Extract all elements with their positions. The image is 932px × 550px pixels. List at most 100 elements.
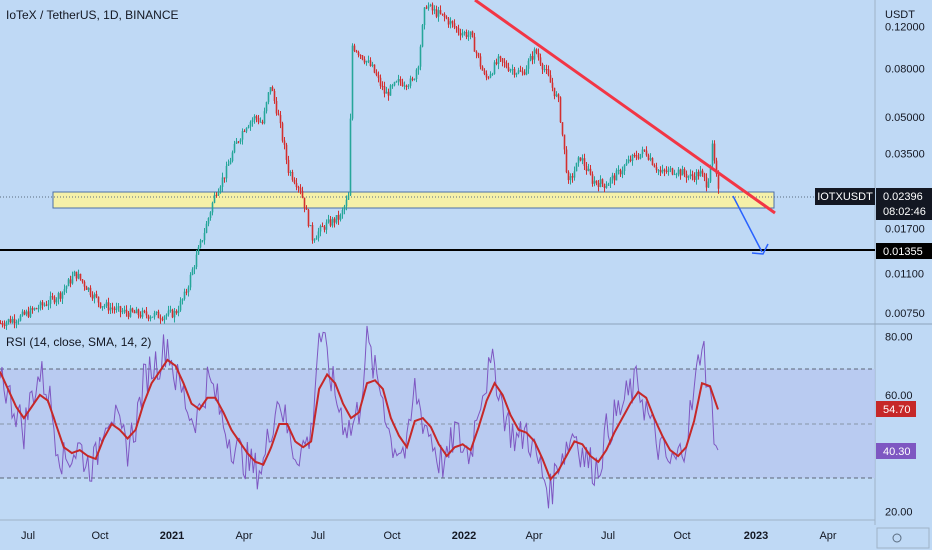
candle-body: [715, 160, 718, 174]
rsi-tick-0: 80.00: [885, 332, 913, 344]
candle-body: [475, 51, 478, 54]
candle-body: [427, 5, 430, 9]
price-axis[interactable]: 0.12000 0.08000 0.05000 0.03500 0.01700 0.011…: [885, 21, 925, 320]
candle-body: [11, 318, 14, 323]
candle-body: [671, 168, 674, 175]
candle-body: [355, 50, 358, 52]
candle-body: [361, 55, 364, 60]
candle-body: [497, 56, 500, 64]
candle-body: [469, 31, 472, 35]
candle-body: [647, 155, 650, 160]
candle-body: [187, 287, 190, 293]
candle-body: [349, 118, 352, 196]
support-zone[interactable]: [52, 191, 775, 209]
candle-body: [363, 59, 366, 63]
candle-body: [81, 279, 84, 282]
candle-body: [605, 186, 608, 188]
candle-body: [313, 239, 316, 241]
candle-body: [25, 311, 28, 315]
symbol-title[interactable]: IoTeX / TetherUS, 1D, BINANCE: [6, 8, 179, 22]
candle-body: [399, 79, 402, 83]
candle-body: [35, 308, 38, 310]
candle-body: [147, 315, 150, 319]
candle-body: [423, 7, 426, 26]
candle-body: [531, 56, 534, 60]
candle-body: [601, 179, 604, 184]
price-tag-bg: [876, 188, 932, 220]
candle-body: [63, 288, 66, 292]
candle-body: [71, 276, 74, 284]
candle-body: [29, 308, 32, 317]
time-tick-10: 2023: [744, 530, 768, 542]
symbol-tag-bg: [815, 188, 875, 205]
candle-body: [713, 143, 716, 161]
candle-body: [465, 32, 468, 37]
candle-body: [645, 150, 648, 156]
time-tick-11: Apr: [819, 530, 836, 542]
candle-body: [579, 157, 582, 161]
candle-body: [687, 176, 690, 178]
downtrend-line[interactable]: [474, 0, 776, 215]
candle-body: [663, 169, 666, 171]
rsi-title[interactable]: RSI (14, close, SMA, 14, 2): [6, 335, 151, 349]
symbol-tag[interactable]: IOTXUSDT: [817, 191, 873, 203]
candle-body: [623, 165, 626, 171]
candle-body: [85, 286, 88, 290]
candle-body: [535, 49, 538, 53]
candle-body: [161, 319, 164, 321]
price-tag[interactable]: 0.02396: [883, 191, 923, 203]
candle-body: [145, 311, 148, 316]
candle-body: [453, 23, 456, 27]
candle-body: [277, 113, 280, 115]
candle-body: [341, 210, 344, 215]
projection-arrowhead: [751, 243, 769, 255]
candle-body: [493, 62, 496, 74]
price-tick-3: 0.03500: [885, 149, 925, 161]
rsi-tag[interactable]: 40.30: [883, 446, 911, 458]
currency-label[interactable]: USDT: [885, 9, 915, 21]
candle-body: [311, 225, 314, 241]
candle-body: [261, 121, 264, 124]
candle-body: [367, 60, 370, 62]
candle-body: [565, 149, 568, 173]
candle-body: [449, 21, 452, 25]
candle-body: [401, 82, 404, 86]
candle-body: [705, 177, 708, 188]
candle-body: [333, 218, 336, 223]
candle-body: [13, 318, 16, 324]
candle-body: [541, 64, 544, 70]
support-tag[interactable]: 0.01355: [883, 246, 923, 258]
candle-body: [69, 279, 72, 284]
candle-body: [223, 177, 226, 179]
candle-body: [697, 171, 700, 177]
candle-body: [407, 85, 410, 87]
candle-body: [545, 69, 548, 71]
candles-group: [0, 2, 720, 330]
candle-body: [425, 7, 428, 9]
candle-body: [93, 294, 96, 299]
candle-body: [201, 240, 204, 242]
time-axis[interactable]: Jul Oct 2021 Apr Jul Oct 2022 Apr Jul Oct 2023 Apr: [21, 530, 837, 542]
candle-body: [179, 300, 182, 311]
candle-body: [97, 296, 100, 303]
candle-body: [657, 170, 660, 172]
candle-body: [421, 25, 424, 47]
axis-settings-corner[interactable]: [876, 527, 930, 549]
candle-body: [439, 10, 442, 14]
candle-body: [289, 172, 292, 173]
candle-body: [103, 305, 106, 307]
candle-body: [167, 310, 170, 315]
candle-body: [607, 183, 610, 186]
candle-body: [129, 308, 132, 317]
candle-body: [41, 302, 44, 306]
candle-body: [683, 169, 686, 175]
candle-body: [571, 176, 574, 178]
candle-body: [395, 81, 398, 83]
candle-body: [337, 215, 340, 220]
projection-arrow[interactable]: [732, 195, 763, 253]
rsi-sma-tag[interactable]: 54.70: [883, 404, 911, 416]
candle-body: [505, 62, 508, 68]
candle-body: [281, 123, 284, 141]
